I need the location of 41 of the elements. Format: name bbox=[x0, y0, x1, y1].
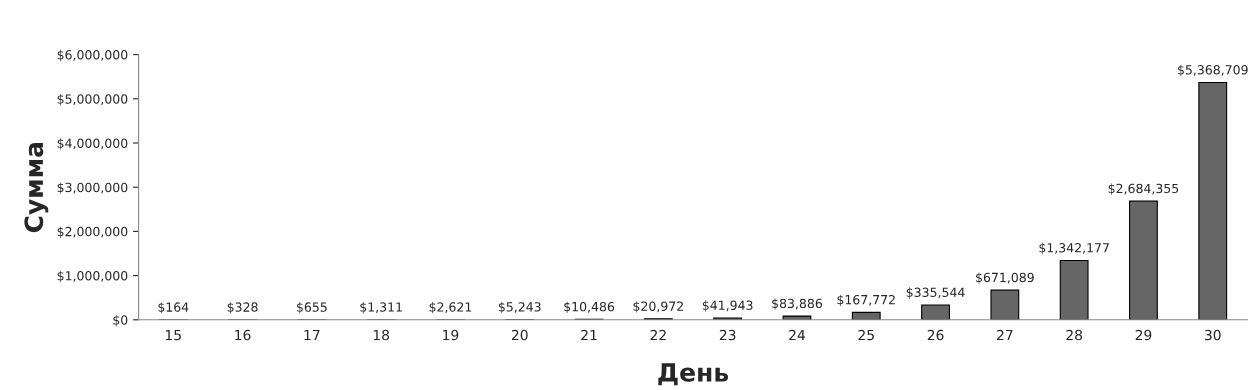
x-tick-label: 26 bbox=[927, 329, 944, 341]
data-label: $328 bbox=[227, 302, 258, 314]
data-label: $5,368,709 bbox=[1178, 64, 1248, 77]
data-label: $335,544 bbox=[906, 287, 965, 299]
x-tick-label: 28 bbox=[1066, 329, 1083, 341]
data-label: $41,943 bbox=[702, 300, 753, 312]
x-tick-label: 20 bbox=[511, 329, 528, 341]
x-tick-label: 27 bbox=[997, 329, 1013, 341]
x-tick-label: 18 bbox=[373, 329, 390, 341]
data-label: $83,886 bbox=[772, 298, 823, 310]
data-label: $20,972 bbox=[633, 301, 683, 313]
x-tick-label: 29 bbox=[1135, 329, 1152, 341]
x-axis-title: День bbox=[658, 363, 729, 386]
x-tick-label: 21 bbox=[581, 329, 597, 341]
data-label: $10,486 bbox=[564, 301, 615, 314]
x-tick-label: 24 bbox=[789, 329, 806, 341]
y-tick-label: $0 bbox=[113, 315, 128, 327]
data-label: $671,089 bbox=[976, 272, 1034, 284]
x-tick-label: 15 bbox=[165, 329, 181, 341]
data-label: $655 bbox=[296, 302, 327, 314]
y-axis-title: Сумма bbox=[24, 142, 49, 233]
data-label: $1,342,177 bbox=[1039, 242, 1109, 255]
data-label: $5,243 bbox=[498, 301, 541, 314]
x-tick-label: 23 bbox=[719, 329, 736, 341]
y-tick-label: $2,000,000 bbox=[57, 226, 128, 238]
data-label: $167,772 bbox=[837, 294, 895, 307]
y-tick-label: $6,000,000 bbox=[57, 49, 128, 62]
data-label: $164 bbox=[158, 302, 189, 314]
x-tick-label: 19 bbox=[443, 329, 459, 341]
x-tick-label: 16 bbox=[235, 329, 251, 341]
data-label: $1,311 bbox=[360, 302, 402, 314]
y-tick-label: $3,000,000 bbox=[57, 182, 128, 194]
y-tick-label: $4,000,000 bbox=[57, 138, 128, 150]
x-tick-label: 30 bbox=[1204, 329, 1221, 341]
data-label: $2,684,355 bbox=[1108, 183, 1179, 195]
x-tick-label: 25 bbox=[858, 329, 874, 341]
y-tick-label: $5,000,000 bbox=[57, 94, 128, 106]
y-tick-label: $1,000,000 bbox=[57, 270, 128, 283]
x-tick-label: 22 bbox=[650, 329, 666, 341]
x-tick-label: 17 bbox=[304, 329, 320, 341]
data-label: $2,621 bbox=[429, 302, 472, 314]
